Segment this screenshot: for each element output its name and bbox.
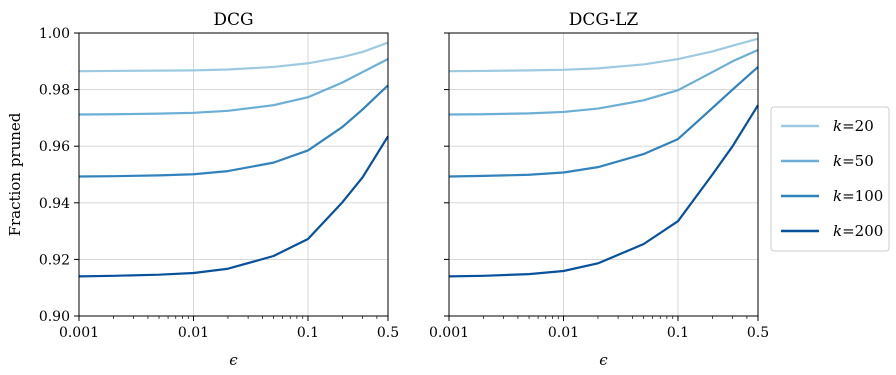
legend-label: k=50 [833, 152, 874, 170]
plot-frame [78, 32, 389, 317]
y-tick-label: 0.92 [39, 252, 70, 268]
series-line-k=100 [78, 84, 389, 178]
panel-dcg: 0.001 0.01 0.1 0.5 0.90 0.92 0.94 0.96 0.98 1.00 D… [6, 10, 399, 369]
series-line-k=200 [78, 135, 389, 278]
x-tick-label: 0.1 [297, 325, 319, 341]
series-line-k=20 [78, 41, 389, 73]
series-line-k=200 [448, 104, 759, 278]
plot-frame [448, 32, 759, 317]
y-tick-label: 0.94 [39, 196, 70, 212]
x-tick-label: 0.1 [667, 325, 689, 341]
series-line-k=50 [78, 58, 389, 116]
y-axis-label: Fraction pruned [6, 112, 24, 236]
y-tick-label: 0.98 [39, 83, 70, 99]
series-line-k=20 [448, 37, 759, 73]
panel-dcg-lz: 0.001 0.01 0.1 0.5 DCG-LZ ϵ [429, 10, 769, 369]
x-axis-label: ϵ [599, 351, 608, 369]
x-tick-label: 0.5 [377, 325, 399, 341]
chart-title: DCG-LZ [569, 10, 639, 30]
y-tick-label: 0.90 [39, 309, 70, 325]
x-tick-label: 0.01 [178, 325, 209, 341]
chart-title: DCG [213, 10, 253, 30]
series-line-k=50 [448, 48, 759, 116]
legend-label: k=200 [833, 222, 883, 240]
legend-label: k=100 [833, 187, 883, 205]
series-line-k=100 [448, 66, 759, 178]
y-tick-label: 0.96 [39, 139, 70, 155]
x-axis-label: ϵ [229, 351, 238, 369]
legend-label: k=20 [833, 117, 874, 135]
legend: k=20 k=50 k=100 k=200 [770, 106, 890, 252]
x-tick-label: 0.001 [59, 325, 99, 341]
legend-box [770, 106, 890, 252]
x-tick-label: 0.5 [747, 325, 769, 341]
y-tick-label: 1.00 [39, 26, 70, 42]
x-tick-label: 0.01 [548, 325, 579, 341]
x-tick-label: 0.001 [429, 325, 469, 341]
